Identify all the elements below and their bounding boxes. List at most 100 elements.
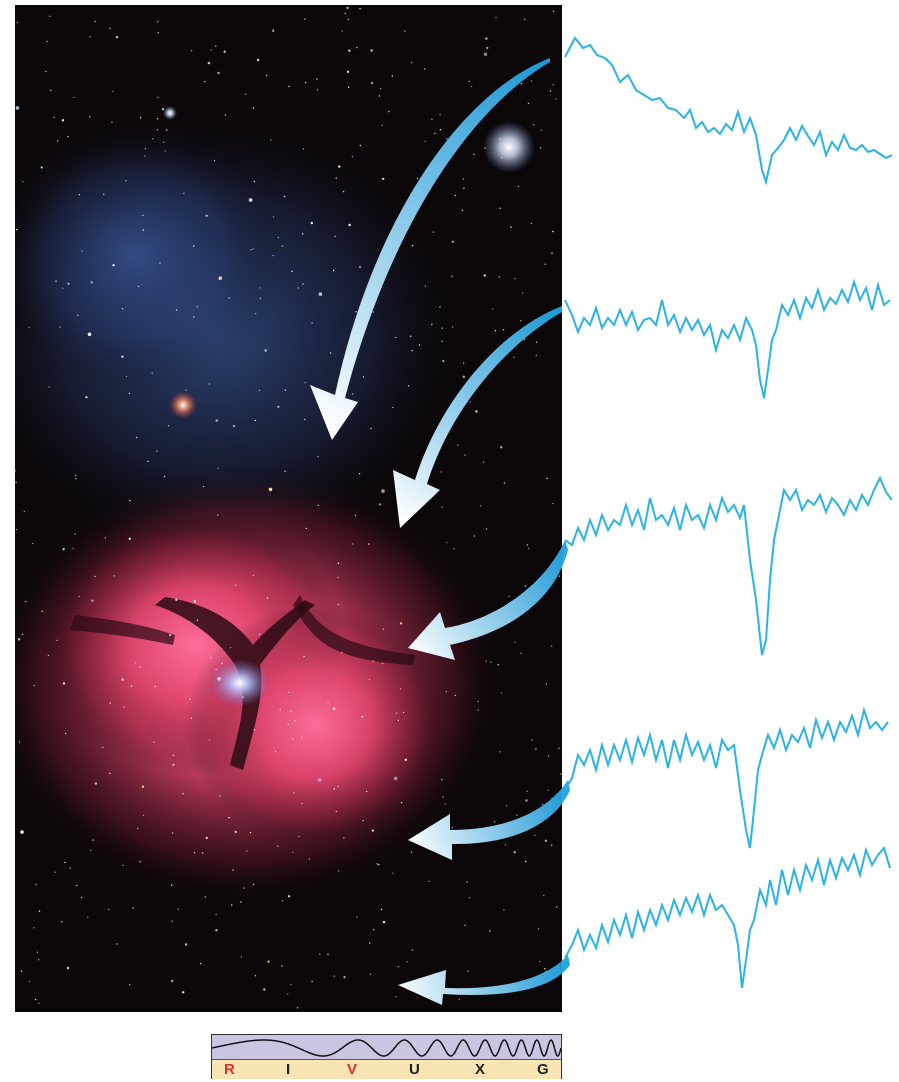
star bbox=[352, 543, 354, 545]
star bbox=[46, 40, 48, 43]
star bbox=[258, 389, 260, 392]
star bbox=[115, 36, 119, 39]
bright-star bbox=[483, 121, 535, 173]
star bbox=[259, 287, 261, 289]
star bbox=[404, 758, 407, 761]
star bbox=[399, 622, 403, 625]
star bbox=[129, 984, 131, 986]
star bbox=[381, 662, 384, 665]
star bbox=[36, 951, 38, 953]
star bbox=[59, 326, 61, 328]
star bbox=[292, 851, 294, 853]
star bbox=[555, 98, 557, 100]
star bbox=[252, 883, 255, 886]
star bbox=[289, 710, 292, 712]
star bbox=[75, 478, 77, 480]
star bbox=[475, 410, 478, 413]
star bbox=[337, 603, 340, 606]
star bbox=[138, 285, 140, 288]
star bbox=[232, 424, 236, 428]
star bbox=[513, 356, 515, 358]
star bbox=[50, 89, 52, 92]
star bbox=[366, 790, 368, 793]
star bbox=[130, 685, 133, 687]
star bbox=[281, 965, 283, 967]
star bbox=[243, 887, 245, 889]
star bbox=[302, 283, 304, 285]
star bbox=[397, 966, 399, 968]
star bbox=[294, 720, 296, 722]
star bbox=[284, 389, 287, 391]
star bbox=[139, 666, 141, 668]
wavelength-band-bar: R I V U X G bbox=[211, 1034, 562, 1079]
star bbox=[54, 871, 56, 873]
star bbox=[467, 970, 469, 972]
star bbox=[167, 425, 170, 427]
star bbox=[62, 548, 65, 551]
star bbox=[175, 309, 178, 311]
star bbox=[500, 446, 503, 449]
star bbox=[530, 222, 533, 225]
star bbox=[128, 392, 130, 394]
star bbox=[400, 802, 403, 804]
star bbox=[204, 896, 206, 898]
star bbox=[491, 308, 494, 310]
star bbox=[166, 129, 168, 131]
star bbox=[128, 537, 131, 540]
star bbox=[372, 660, 374, 662]
star bbox=[535, 341, 538, 343]
star bbox=[352, 393, 354, 395]
star bbox=[444, 803, 446, 805]
star bbox=[337, 785, 339, 788]
star bbox=[308, 858, 311, 860]
star bbox=[317, 504, 319, 507]
star bbox=[41, 610, 43, 612]
star bbox=[556, 906, 558, 908]
star bbox=[469, 401, 472, 403]
star bbox=[53, 116, 55, 119]
star bbox=[514, 641, 516, 643]
star bbox=[221, 662, 223, 665]
star bbox=[411, 851, 413, 853]
star bbox=[32, 542, 34, 545]
star bbox=[217, 514, 219, 516]
red-star bbox=[169, 391, 197, 419]
star bbox=[132, 907, 134, 909]
star bbox=[228, 816, 230, 819]
star bbox=[253, 180, 255, 183]
wavelength-wave-strip bbox=[211, 1035, 562, 1059]
star bbox=[368, 678, 371, 681]
star bbox=[224, 114, 227, 116]
star bbox=[89, 116, 91, 118]
star bbox=[368, 942, 371, 944]
star bbox=[395, 712, 398, 714]
star bbox=[144, 148, 146, 150]
star bbox=[524, 18, 526, 21]
star bbox=[473, 535, 476, 537]
star bbox=[535, 748, 537, 750]
star bbox=[157, 96, 159, 99]
star bbox=[103, 193, 105, 195]
star bbox=[547, 789, 550, 791]
spectrum-line-5 bbox=[564, 845, 891, 989]
star bbox=[546, 477, 548, 480]
star bbox=[378, 503, 382, 506]
star bbox=[439, 306, 441, 308]
star bbox=[358, 473, 361, 475]
star bbox=[182, 793, 184, 795]
star bbox=[185, 389, 187, 391]
star bbox=[111, 121, 113, 124]
star bbox=[281, 900, 284, 902]
star bbox=[332, 707, 336, 710]
star bbox=[333, 788, 335, 790]
star bbox=[445, 690, 447, 693]
star bbox=[499, 207, 501, 209]
star bbox=[259, 297, 262, 299]
star bbox=[137, 827, 139, 830]
star bbox=[510, 226, 512, 228]
arrow-3 bbox=[408, 540, 568, 660]
star bbox=[500, 692, 503, 694]
star bbox=[441, 506, 443, 508]
star bbox=[549, 90, 552, 92]
star bbox=[392, 406, 394, 409]
